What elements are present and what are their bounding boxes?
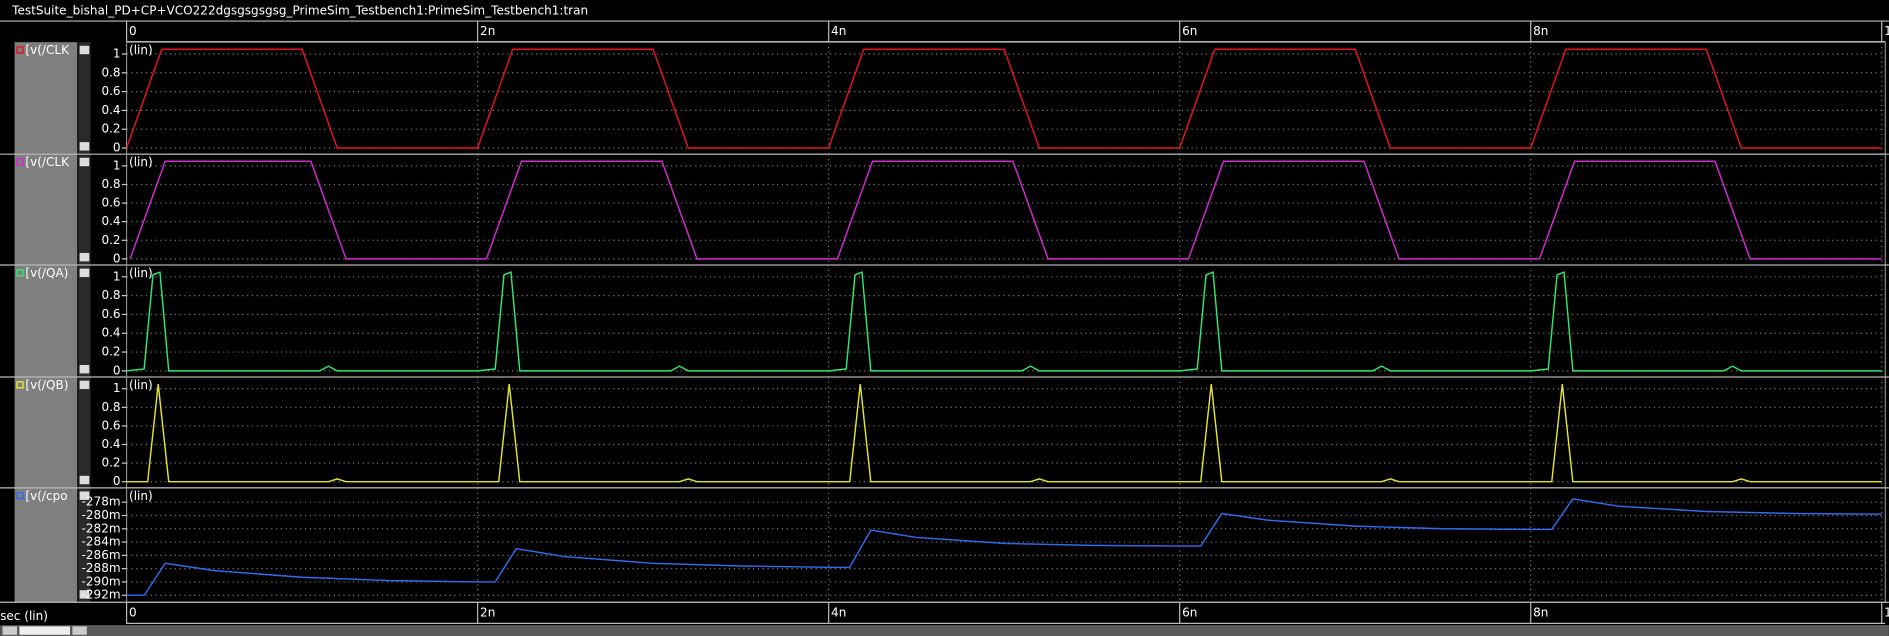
scroll-down[interactable] — [79, 475, 90, 485]
scroll-up[interactable] — [79, 380, 90, 390]
scale-label: (lin) — [129, 155, 153, 169]
y-tick-label: 0 — [113, 474, 121, 488]
y-tick-label: 1 — [113, 46, 121, 60]
x-tick-label: 2n — [480, 24, 495, 38]
y-tick-label: 0.4 — [101, 103, 120, 117]
y-tick-label: -286m — [82, 548, 121, 562]
y-tick-label: 0 — [113, 251, 121, 265]
x-tick-label: 0 — [129, 606, 137, 620]
y-tick-label: -280m — [82, 508, 121, 522]
y-tick-label: -284m — [82, 535, 121, 549]
waveform — [125, 48, 1882, 149]
y-tick-label: 0.4 — [101, 326, 120, 340]
legend-icon[interactable] — [16, 158, 24, 166]
x-tick-label: 6n — [1182, 606, 1197, 620]
x-tick-label: 2n — [480, 606, 495, 620]
y-tick-label: -278m — [82, 495, 121, 509]
x-tick-label: 10 — [1884, 24, 1889, 38]
scale-label: (lin) — [129, 266, 153, 280]
y-tick-label: 0.2 — [101, 345, 120, 359]
waveform — [126, 384, 1882, 483]
scroll-down[interactable] — [79, 590, 90, 599]
y-tick-label: -292m — [82, 588, 121, 602]
legend-label[interactable]: [v(/QA) — [25, 266, 68, 280]
waveform — [126, 498, 1882, 596]
scale-label: (lin) — [129, 378, 153, 392]
legend-icon[interactable] — [16, 46, 24, 54]
y-tick-label: -288m — [82, 561, 121, 575]
y-tick-label: 0.8 — [101, 400, 120, 414]
y-tick-label: 0.6 — [101, 196, 120, 210]
y-tick-label: 0.8 — [101, 288, 120, 302]
y-tick-label: 0.2 — [101, 456, 120, 470]
y-tick-label: 0.6 — [101, 307, 120, 321]
y-tick-label: 0.6 — [101, 84, 120, 98]
scroll-down[interactable] — [79, 252, 90, 262]
legend-label[interactable]: [v(/CLK — [25, 43, 70, 57]
y-tick-label: 0.4 — [101, 214, 120, 228]
scroll-up[interactable] — [79, 491, 90, 500]
scroll-left[interactable] — [2, 626, 18, 635]
scroll-column — [78, 42, 91, 603]
scroll-up[interactable] — [79, 268, 90, 278]
scale-label: (lin) — [129, 489, 153, 503]
scroll-right[interactable] — [72, 626, 87, 635]
legend-icon[interactable] — [16, 491, 24, 500]
label-column — [14, 42, 78, 603]
x-tick-label: 8n — [1533, 24, 1548, 38]
waveform — [126, 271, 1882, 372]
y-tick-label: 1 — [113, 269, 121, 283]
scale-label: (lin) — [129, 43, 153, 57]
y-tick-label: -290m — [82, 574, 121, 588]
y-tick-label: 0.2 — [101, 122, 120, 136]
scroll-up[interactable] — [79, 157, 90, 167]
legend-label[interactable]: [v(/CLK — [25, 155, 70, 169]
legend-label[interactable]: [v(/cpo — [25, 489, 67, 503]
y-tick-label: 0.6 — [101, 418, 120, 432]
y-tick-label: -282m — [82, 521, 121, 535]
y-tick-label: 0.2 — [101, 233, 120, 247]
legend-label[interactable]: [v(/QB) — [25, 378, 68, 392]
x-tick-label: 0 — [129, 24, 137, 38]
h-scrollbar[interactable] — [0, 625, 1889, 636]
x-tick-label: 8n — [1533, 606, 1548, 620]
scroll-down[interactable] — [79, 142, 90, 151]
scroll-thumb[interactable] — [19, 626, 71, 635]
scroll-down[interactable] — [79, 364, 90, 374]
x-tick-label: 4n — [831, 24, 846, 38]
legend-icon[interactable] — [16, 381, 24, 389]
x-axis-label: sec (lin) — [0, 609, 48, 623]
x-tick-label: 10 — [1884, 606, 1889, 620]
scroll-up[interactable] — [79, 45, 90, 55]
window-title: TestSuite_bishal_PD+CP+VCO222dgsgsgsgsg_… — [11, 3, 588, 17]
y-tick-label: 0.4 — [101, 437, 120, 451]
waveform — [129, 160, 1882, 260]
legend-icon[interactable] — [16, 269, 24, 277]
y-tick-label: 0 — [113, 363, 121, 377]
y-tick-label: 0.8 — [101, 177, 120, 191]
y-tick-label: 0 — [113, 141, 121, 155]
y-tick-label: 0.8 — [101, 65, 120, 79]
y-tick-label: 1 — [113, 158, 121, 172]
x-tick-label: 6n — [1182, 24, 1197, 38]
y-tick-label: 1 — [113, 381, 121, 395]
x-tick-label: 4n — [831, 606, 846, 620]
